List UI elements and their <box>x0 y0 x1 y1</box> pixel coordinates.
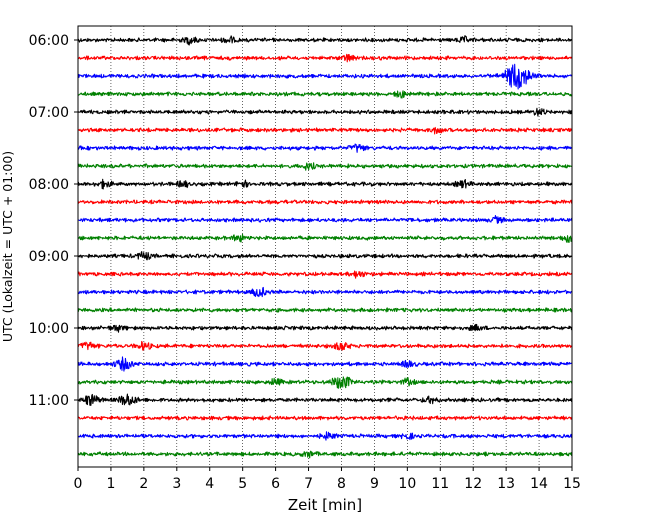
trace-line <box>77 340 573 351</box>
trace-line <box>77 323 573 333</box>
x-tick-label: 2 <box>139 476 148 492</box>
x-tick-label: 0 <box>74 476 83 492</box>
trace-line <box>77 270 573 279</box>
y-tick-label: 06:00 <box>29 33 69 49</box>
y-tick-label: 09:00 <box>29 249 69 265</box>
trace-line <box>77 162 573 171</box>
x-axis-ticks: 0 1 2 3 4 5 6 7 8 9 10 11 12 13 14 15 <box>74 467 581 492</box>
trace-line <box>77 376 573 389</box>
trace-line <box>77 35 573 46</box>
x-tick-label: 12 <box>464 476 482 492</box>
trace-line <box>77 143 573 153</box>
x-axis-label: Zeit [min] <box>288 496 362 514</box>
trace-line <box>77 178 573 190</box>
x-tick-label: 6 <box>271 476 280 492</box>
trace-line <box>77 431 573 441</box>
x-tick-label: 5 <box>238 476 247 492</box>
x-tick-label: 8 <box>337 476 346 492</box>
y-axis-ticks: 06:00 07:00 08:00 09:00 10:00 11:00 <box>29 33 78 409</box>
trace-line <box>77 233 573 243</box>
plot-frame <box>77 25 573 468</box>
trace-line <box>77 251 573 261</box>
trace-line <box>77 126 573 135</box>
trace-line <box>77 286 573 298</box>
trace-group <box>77 35 573 459</box>
x-tick-label: 4 <box>205 476 214 492</box>
x-tick-label: 13 <box>497 476 515 492</box>
trace-line <box>77 393 573 407</box>
x-tick-label: 1 <box>106 476 115 492</box>
y-tick-label: 07:00 <box>29 105 69 121</box>
trace-line <box>77 450 573 459</box>
trace-line <box>77 107 573 117</box>
trace-line <box>77 415 573 421</box>
trace-line <box>77 63 573 90</box>
trace-line <box>77 356 573 372</box>
y-axis-label: UTC (Lokalzeit = UTC + 01:00) <box>0 151 15 342</box>
x-tick-label: 9 <box>370 476 379 492</box>
trace-line <box>77 90 573 99</box>
x-tick-label: 15 <box>563 476 581 492</box>
trace-line <box>77 199 573 205</box>
x-tick-label: 7 <box>304 476 313 492</box>
y-tick-label: 10:00 <box>29 321 69 337</box>
trace-line <box>77 307 573 313</box>
y-tick-label: 08:00 <box>29 177 69 193</box>
trace-line <box>77 215 573 224</box>
y-tick-label: 11:00 <box>29 393 69 409</box>
x-tick-label: 3 <box>172 476 181 492</box>
x-tick-label: 11 <box>431 476 449 492</box>
x-tick-label: 14 <box>530 476 548 492</box>
x-tick-label: 10 <box>398 476 416 492</box>
trace-line <box>77 53 573 63</box>
